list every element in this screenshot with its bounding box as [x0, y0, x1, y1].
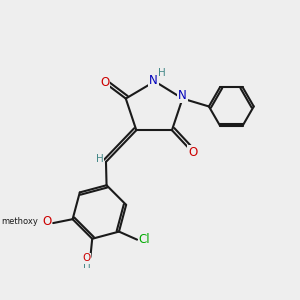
Text: N: N: [178, 89, 187, 102]
Text: N: N: [149, 74, 158, 87]
Text: O: O: [188, 146, 198, 159]
Text: O: O: [100, 76, 109, 89]
Text: H: H: [82, 260, 90, 269]
Text: Cl: Cl: [139, 233, 150, 246]
Text: O: O: [82, 254, 91, 263]
Text: H: H: [158, 68, 165, 79]
Text: O: O: [42, 215, 51, 228]
Text: H: H: [95, 154, 103, 164]
Text: methoxy: methoxy: [1, 217, 38, 226]
